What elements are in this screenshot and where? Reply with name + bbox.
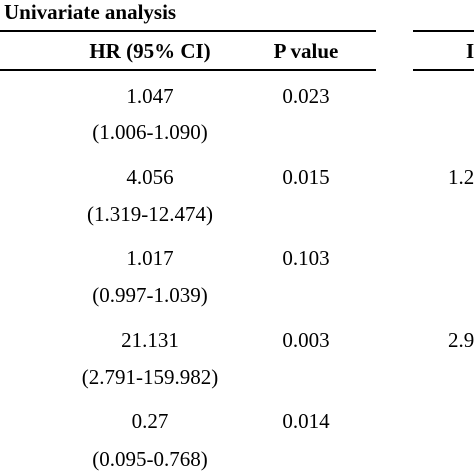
row-3-ci: (0.997-1.039)	[92, 283, 208, 307]
row-3-p: 0.103	[282, 246, 330, 270]
row-1-hr: 1.047	[126, 84, 174, 108]
row-4-hr: 21.131	[121, 328, 179, 352]
header-hr-ci: HR (95% CI)	[89, 39, 211, 63]
row-4-ci: (2.791-159.982)	[81, 365, 219, 389]
row-2-p: 0.015	[282, 165, 330, 189]
header-underline-right	[413, 69, 474, 71]
univariate-title: Univariate analysis	[4, 0, 177, 24]
header-underline-left	[0, 69, 376, 71]
title-underline-right	[413, 30, 474, 32]
row-2-multivariate-partial: 1.2	[448, 165, 474, 189]
row-1-ci: (1.006-1.090)	[92, 120, 208, 144]
header-next-partial: I	[466, 39, 474, 63]
row-4-p: 0.003	[282, 328, 330, 352]
row-5-hr: 0.27	[131, 409, 169, 433]
header-p-value: P value	[273, 39, 339, 63]
row-2-ci: (1.319-12.474)	[87, 202, 213, 226]
row-5-ci: (0.095-0.768)	[92, 447, 208, 471]
row-5-p: 0.014	[282, 409, 330, 433]
row-2-hr: 4.056	[126, 165, 174, 189]
row-1-p: 0.023	[282, 84, 330, 108]
row-3-hr: 1.017	[126, 246, 174, 270]
row-4-multivariate-partial: 2.9	[448, 328, 474, 352]
title-underline-left	[0, 30, 376, 32]
